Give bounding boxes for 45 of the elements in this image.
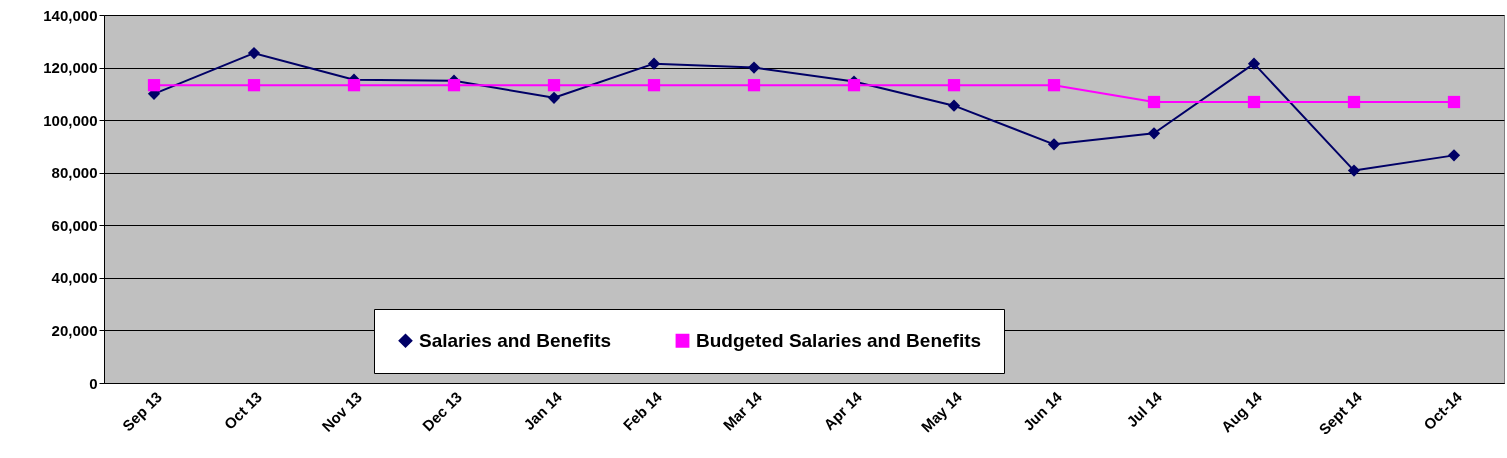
point bbox=[547, 91, 561, 104]
point bbox=[1347, 95, 1361, 109]
point bbox=[947, 99, 961, 112]
y-tick-label: 20,000 bbox=[51, 321, 98, 339]
point bbox=[1147, 127, 1161, 140]
point bbox=[1247, 95, 1261, 109]
point bbox=[247, 46, 261, 60]
x-tick-label: Mar 14 bbox=[719, 387, 766, 434]
point bbox=[1247, 57, 1261, 70]
point bbox=[647, 79, 661, 92]
point bbox=[1347, 164, 1361, 177]
point bbox=[247, 79, 261, 92]
y-tick-label: 100,000 bbox=[43, 111, 98, 129]
point bbox=[1047, 138, 1061, 151]
x-tick-label: Feb 14 bbox=[619, 387, 666, 434]
x-tick-label: Oct 13 bbox=[220, 388, 266, 433]
x-tick-label: Nov 13 bbox=[318, 388, 366, 435]
point bbox=[1447, 149, 1461, 162]
legend-label: Budgeted Salaries and Benefits bbox=[696, 329, 982, 351]
point bbox=[747, 79, 761, 92]
y-tick-label: 80,000 bbox=[51, 164, 98, 182]
point bbox=[547, 79, 561, 92]
y-tick-label: 120,000 bbox=[43, 59, 98, 77]
point bbox=[1047, 79, 1061, 92]
x-tick-label: Dec 13 bbox=[418, 388, 466, 435]
point bbox=[847, 79, 861, 92]
x-tick-label: Jun 14 bbox=[1019, 387, 1066, 434]
x-tick-label: Sep 13 bbox=[118, 388, 166, 435]
x-tick-label: Apr 14 bbox=[820, 387, 866, 434]
x-tick-label: Jul 14 bbox=[1123, 387, 1166, 431]
point bbox=[147, 79, 161, 92]
point bbox=[1447, 95, 1461, 109]
point bbox=[947, 79, 961, 92]
y-tick-label: 140,000 bbox=[43, 6, 98, 24]
y-tick-label: 60,000 bbox=[51, 216, 98, 234]
y-tick-label: 40,000 bbox=[51, 269, 98, 287]
legend-label: Salaries and Benefits bbox=[419, 329, 612, 351]
x-tick-label: Jan 14 bbox=[520, 387, 566, 434]
point bbox=[747, 61, 761, 74]
y-tick-label: 0 bbox=[89, 374, 98, 392]
point bbox=[447, 79, 461, 92]
point bbox=[1147, 95, 1161, 109]
x-tick-label: Aug 14 bbox=[1217, 387, 1266, 436]
point bbox=[647, 57, 661, 70]
point bbox=[347, 79, 361, 92]
